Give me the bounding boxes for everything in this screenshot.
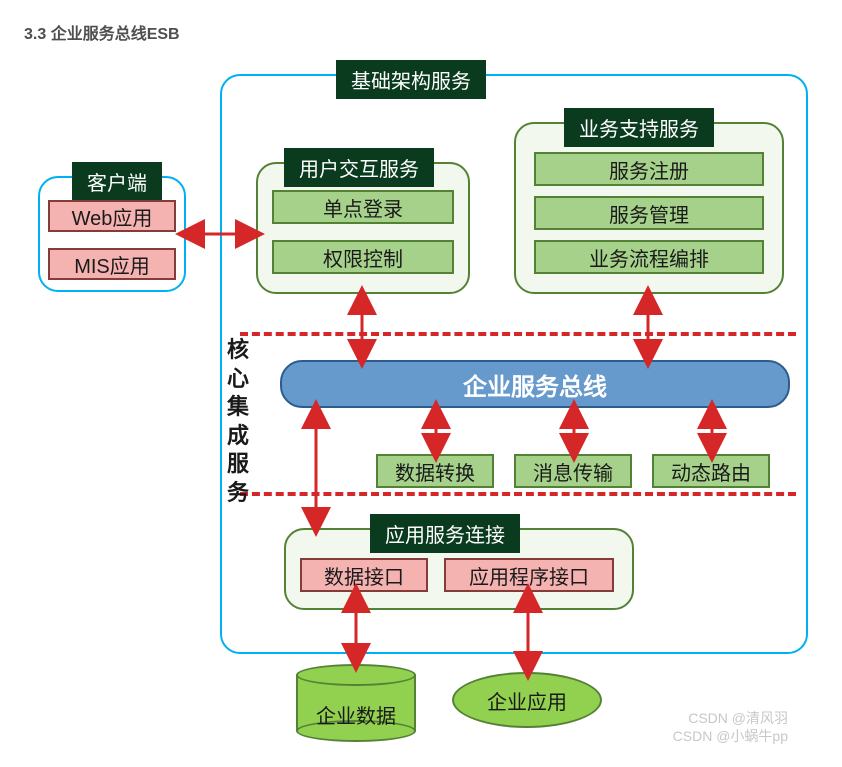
watermark-2: CSDN @小蜗牛pp: [673, 726, 788, 746]
arrow-client-user: [184, 224, 256, 244]
esb-bus: 企业服务总线: [280, 360, 790, 408]
arrow-user-bus: [352, 294, 372, 360]
client-web: Web应用: [48, 200, 176, 232]
section-heading: 3.3 企业服务总线ESB: [0, 0, 842, 44]
app-interface: 应用程序接口: [444, 558, 614, 592]
esb-diagram: 基础架构服务 客户端 Web应用 MIS应用 用户交互服务 单点登录 权限控制 …: [24, 60, 818, 750]
arrow-bus-appconnect: [306, 408, 326, 528]
app-ellipse: 企业应用: [452, 672, 602, 728]
biz-title: 业务支持服务: [564, 108, 714, 147]
client-mis: MIS应用: [48, 248, 176, 280]
data-interface: 数据接口: [300, 558, 428, 592]
user-title: 用户交互服务: [284, 148, 434, 187]
svc-msg: 消息传输: [514, 454, 632, 488]
client-title: 客户端: [72, 162, 162, 201]
data-cylinder: 企业数据: [296, 664, 416, 742]
watermark-1: CSDN @清风羽: [688, 708, 788, 728]
svc-route: 动态路由: [652, 454, 770, 488]
user-sso: 单点登录: [272, 190, 454, 224]
biz-reg: 服务注册: [534, 152, 764, 186]
svc-transform: 数据转换: [376, 454, 494, 488]
arrow-bus-msg: [564, 408, 584, 454]
core-label: 核心集成服务: [226, 336, 250, 508]
arrow-biz-bus: [638, 294, 658, 360]
biz-flow: 业务流程编排: [534, 240, 764, 274]
arrow-bus-route: [702, 408, 722, 454]
app-connect-title: 应用服务连接: [370, 514, 520, 553]
dash-top: [240, 332, 796, 336]
infra-title: 基础架构服务: [336, 60, 486, 99]
arrow-data-cyl: [346, 592, 366, 664]
biz-mgmt: 服务管理: [534, 196, 764, 230]
arrow-app-ellipse: [518, 592, 538, 672]
arrow-bus-transform: [426, 408, 446, 454]
user-perm: 权限控制: [272, 240, 454, 274]
